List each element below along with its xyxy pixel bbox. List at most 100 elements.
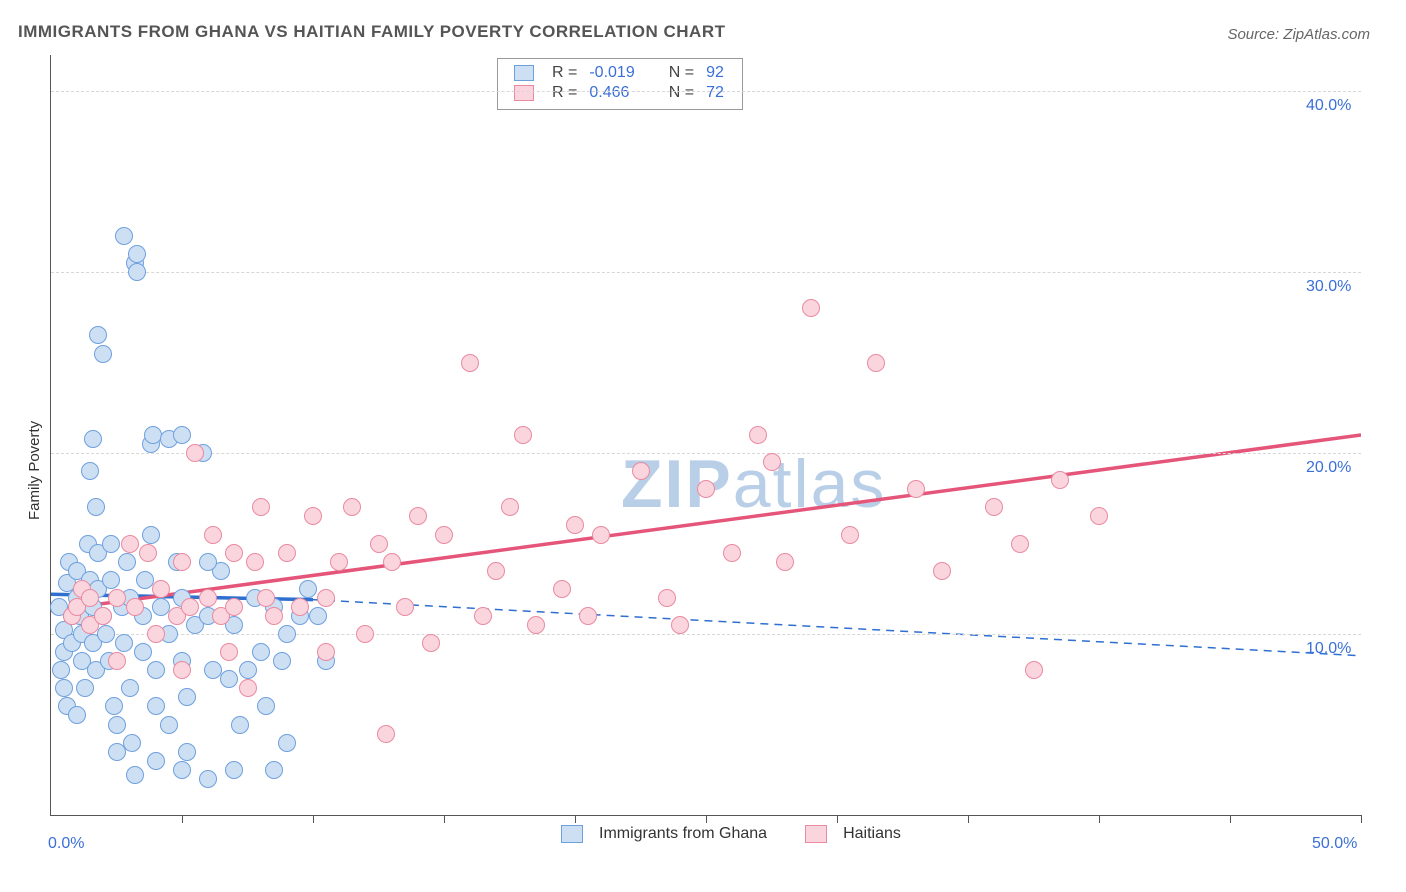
data-point-ghana: [97, 625, 115, 643]
data-point-ghana: [84, 430, 102, 448]
data-point-haitian: [907, 480, 925, 498]
x-tick: [313, 815, 314, 823]
data-point-ghana: [121, 679, 139, 697]
watermark: ZIPatlas: [621, 445, 886, 523]
data-point-ghana: [265, 761, 283, 779]
swatch-icon: [514, 65, 534, 81]
chart-title: IMMIGRANTS FROM GHANA VS HAITIAN FAMILY …: [18, 22, 725, 42]
x-axis-end-label: 50.0%: [1312, 835, 1357, 853]
data-point-haitian: [409, 507, 427, 525]
data-point-haitian: [330, 553, 348, 571]
data-point-ghana: [76, 679, 94, 697]
data-point-ghana: [278, 734, 296, 752]
data-point-haitian: [317, 643, 335, 661]
data-point-haitian: [370, 535, 388, 553]
swatch-icon: [561, 825, 583, 843]
data-point-haitian: [126, 598, 144, 616]
data-point-haitian: [317, 589, 335, 607]
x-tick: [706, 815, 707, 823]
data-point-haitian: [257, 589, 275, 607]
data-point-ghana: [142, 526, 160, 544]
x-tick: [1361, 815, 1362, 823]
x-tick: [837, 815, 838, 823]
data-point-ghana: [52, 661, 70, 679]
data-point-haitian: [487, 562, 505, 580]
data-point-ghana: [126, 766, 144, 784]
data-point-ghana: [239, 661, 257, 679]
legend-row-haitian: R = 0.466 N = 72: [508, 83, 730, 103]
data-point-haitian: [252, 498, 270, 516]
data-point-ghana: [199, 770, 217, 788]
data-point-ghana: [102, 571, 120, 589]
data-point-haitian: [527, 616, 545, 634]
legend-label-ghana: Immigrants from Ghana: [599, 825, 767, 843]
data-point-haitian: [304, 507, 322, 525]
data-point-ghana: [128, 263, 146, 281]
data-point-haitian: [121, 535, 139, 553]
series-legend: Immigrants from Ghana Haitians: [561, 825, 901, 843]
swatch-icon: [514, 85, 534, 101]
data-point-haitian: [139, 544, 157, 562]
data-point-haitian: [291, 598, 309, 616]
gridline: [51, 272, 1361, 273]
trend-line: [313, 600, 1361, 656]
watermark-atlas: atlas: [733, 446, 887, 522]
data-point-haitian: [81, 589, 99, 607]
data-point-haitian: [220, 643, 238, 661]
data-point-haitian: [204, 526, 222, 544]
data-point-haitian: [108, 652, 126, 670]
data-point-ghana: [147, 697, 165, 715]
data-point-haitian: [723, 544, 741, 562]
data-point-haitian: [749, 426, 767, 444]
data-point-haitian: [94, 607, 112, 625]
data-point-ghana: [118, 553, 136, 571]
data-point-haitian: [356, 625, 374, 643]
source-attribution: Source: ZipAtlas.com: [1227, 26, 1370, 43]
data-point-haitian: [553, 580, 571, 598]
data-point-haitian: [239, 679, 257, 697]
gridline: [51, 634, 1361, 635]
data-point-haitian: [501, 498, 519, 516]
data-point-haitian: [108, 589, 126, 607]
data-point-haitian: [1090, 507, 1108, 525]
data-point-haitian: [867, 354, 885, 372]
x-tick: [444, 815, 445, 823]
data-point-haitian: [435, 526, 453, 544]
data-point-ghana: [160, 716, 178, 734]
data-point-haitian: [763, 453, 781, 471]
y-tick-label: 30.0%: [1306, 278, 1351, 296]
data-point-ghana: [87, 498, 105, 516]
data-point-ghana: [173, 426, 191, 444]
data-point-ghana: [105, 697, 123, 715]
data-point-haitian: [246, 553, 264, 571]
watermark-zip: ZIP: [621, 446, 733, 522]
data-point-haitian: [632, 462, 650, 480]
data-point-ghana: [123, 734, 141, 752]
n-label: N =: [663, 63, 700, 83]
data-point-haitian: [671, 616, 689, 634]
x-tick: [1099, 815, 1100, 823]
legend-row-ghana: R = -0.019 N = 92: [508, 63, 730, 83]
data-point-ghana: [147, 752, 165, 770]
data-point-haitian: [377, 725, 395, 743]
data-point-haitian: [802, 299, 820, 317]
data-point-ghana: [102, 535, 120, 553]
data-point-haitian: [422, 634, 440, 652]
data-point-haitian: [658, 589, 676, 607]
data-point-haitian: [265, 607, 283, 625]
data-point-ghana: [178, 688, 196, 706]
data-point-haitian: [579, 607, 597, 625]
data-point-ghana: [273, 652, 291, 670]
data-point-haitian: [1011, 535, 1029, 553]
data-point-haitian: [147, 625, 165, 643]
data-point-haitian: [1025, 661, 1043, 679]
data-point-haitian: [152, 580, 170, 598]
n-value-ghana: 92: [700, 63, 730, 83]
r-label: R =: [546, 63, 583, 83]
data-point-haitian: [225, 598, 243, 616]
data-point-ghana: [115, 634, 133, 652]
data-point-ghana: [220, 670, 238, 688]
data-point-haitian: [383, 553, 401, 571]
x-axis-origin-label: 0.0%: [48, 835, 84, 853]
r-label: R =: [546, 83, 583, 103]
